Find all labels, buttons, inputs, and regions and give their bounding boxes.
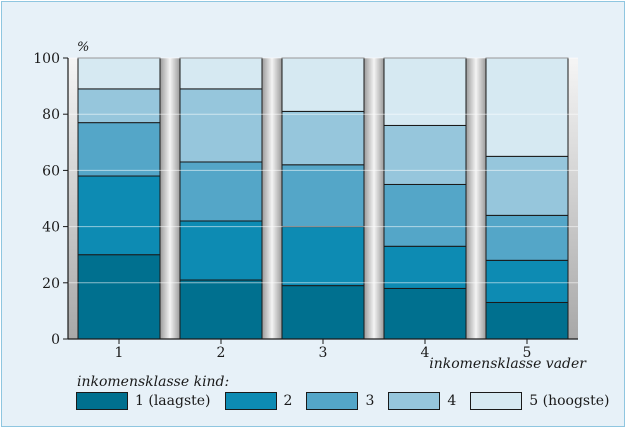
bar-segment-3-series-2 xyxy=(281,226,365,287)
bar-segment-2-series-2 xyxy=(179,220,263,281)
bar-segment-3-series-5 xyxy=(281,57,365,112)
bar-segment-1-series-3 xyxy=(77,122,161,177)
x-tick-label: 4 xyxy=(421,345,430,361)
bar-segment-4-series-4 xyxy=(383,124,467,185)
legend-label: 4 xyxy=(447,393,457,409)
legend-label: 2 xyxy=(283,393,293,409)
bar-segment-1-series-5 xyxy=(77,57,161,90)
bar-segment-1-series-2 xyxy=(77,175,161,256)
bar-segment-2-series-4 xyxy=(179,88,263,163)
y-ticks: 0 20 40 60 80 100 xyxy=(33,51,68,348)
x-axis-title: inkomensklasse vader xyxy=(429,356,587,372)
y-tick-label: 80 xyxy=(42,107,60,123)
bar-segment-5-series-4 xyxy=(485,155,569,216)
bar-segment-4-series-1 xyxy=(383,287,467,340)
x-ticks: 1 2 3 4 5 xyxy=(115,339,532,361)
legend-swatch xyxy=(388,392,441,410)
bar-segment-4-series-2 xyxy=(383,245,467,289)
legend-label: 5 (hoogste) xyxy=(529,393,610,409)
bar-segment-3-series-3 xyxy=(281,164,365,228)
x-tick-label: 3 xyxy=(319,345,328,361)
y-tick-label: 100 xyxy=(33,51,60,67)
bars xyxy=(77,57,569,340)
legend-label: 3 xyxy=(365,393,375,409)
bar-gap xyxy=(160,58,180,339)
legend: 1 (laagste) 2 3 4 5 (hoogste) xyxy=(76,392,624,410)
y-tick-label: 60 xyxy=(42,163,60,179)
gridlines xyxy=(68,57,578,284)
legend-item-2: 2 xyxy=(224,392,293,410)
bar-segment-1-series-1 xyxy=(77,254,161,340)
bar-segment-5-series-2 xyxy=(485,259,569,303)
bar-segment-5-series-3 xyxy=(485,214,569,261)
bar-segment-5-series-1 xyxy=(485,301,569,340)
bar-segment-4-series-3 xyxy=(383,183,467,247)
legend-title: inkomensklasse kind: xyxy=(77,374,230,390)
legend-item-5: 5 (hoogste) xyxy=(470,392,610,410)
bar-gaps xyxy=(160,58,486,339)
bar-segment-3-series-1 xyxy=(281,285,365,340)
x-tick-label: 1 xyxy=(115,345,124,361)
legend-swatch xyxy=(76,392,128,410)
x-tick-label: 2 xyxy=(217,345,226,361)
bar-segment-1-series-4 xyxy=(77,88,161,124)
bar-segment-2-series-1 xyxy=(179,279,263,340)
bar-segment-5-series-5 xyxy=(485,57,569,157)
legend-swatch xyxy=(470,392,523,410)
legend-item-1: 1 (laagste) xyxy=(76,392,211,410)
legend-item-4: 4 xyxy=(388,392,456,410)
bar-segment-4-series-5 xyxy=(383,57,467,126)
bar-gap xyxy=(466,58,486,339)
bar-segment-3-series-4 xyxy=(281,110,365,166)
legend-swatch xyxy=(306,392,359,410)
y-axis-unit: % xyxy=(77,40,89,55)
y-tick-label: 40 xyxy=(42,220,60,236)
legend-label: 1 (laagste) xyxy=(135,393,211,409)
y-tick-label: 20 xyxy=(42,276,60,292)
legend-swatch xyxy=(224,392,277,410)
bar-gap xyxy=(364,58,384,339)
legend-item-3: 3 xyxy=(306,392,374,410)
x-tick-label: 5 xyxy=(523,345,532,361)
bar-gap xyxy=(262,58,282,339)
y-tick-label: 0 xyxy=(51,332,60,348)
bar-segment-2-series-5 xyxy=(179,57,263,90)
